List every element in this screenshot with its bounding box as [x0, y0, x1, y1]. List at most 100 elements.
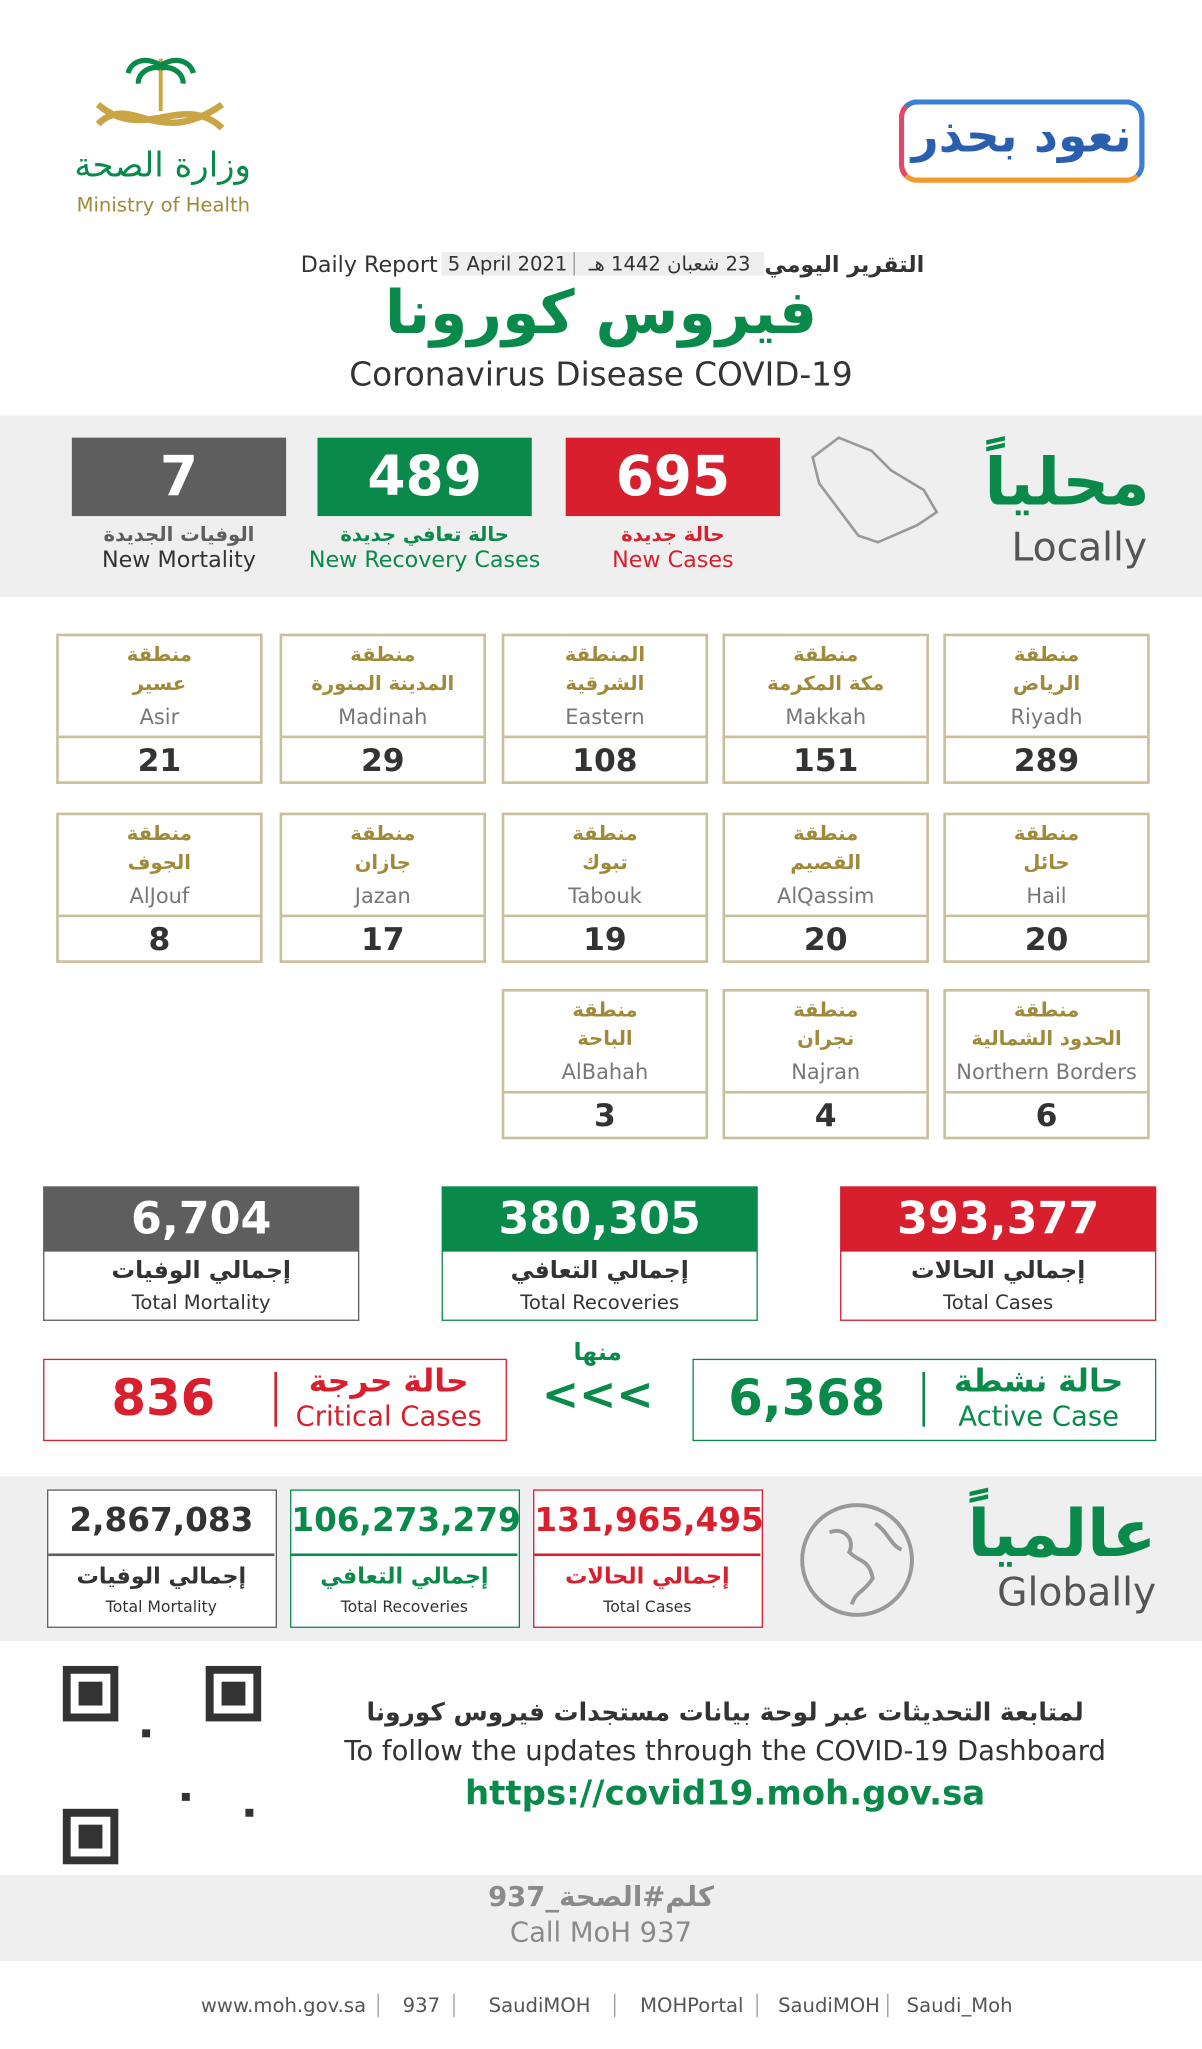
- region-prefix: منطقة: [350, 642, 416, 667]
- region-name-ar: مكة المكرمة: [767, 671, 885, 696]
- critical-value: 836: [111, 1369, 216, 1427]
- region-divider: [725, 914, 927, 918]
- global-label-ar: إجمالي الحالات: [565, 1563, 730, 1591]
- region-name-en: Tabouk: [568, 883, 642, 909]
- ministry-en: Ministry of Health: [76, 193, 251, 217]
- global-divider: [534, 1553, 761, 1556]
- region-name-ar: نجران: [797, 1026, 855, 1051]
- region-cell: منطقة عسير Asir 21: [56, 633, 263, 784]
- region-name-en: AlBahah: [561, 1059, 649, 1085]
- region-name-ar: عسير: [132, 671, 187, 696]
- region-name-ar: الشرقية: [565, 671, 645, 696]
- qr-module: [78, 1681, 103, 1706]
- critical-label-ar: حالة حرجة: [308, 1362, 469, 1400]
- region-name-en: AlJouf: [129, 883, 190, 909]
- local-stat-label-ar: حالة جديدة: [621, 522, 725, 547]
- arrows: <<<: [541, 1369, 654, 1422]
- region-divider: [504, 1090, 706, 1094]
- active-divider: [922, 1371, 925, 1427]
- ministry-ar: وزارة الصحة: [74, 146, 251, 186]
- local-stat-value: 695: [565, 437, 780, 517]
- region-name-en: Jazan: [354, 883, 411, 909]
- region-cell: المنطقة الشرقية Eastern 108: [501, 633, 709, 784]
- region-value: 20: [803, 921, 848, 958]
- region-prefix: منطقة: [350, 821, 416, 846]
- global-label-ar: إجمالي الوفيات: [76, 1563, 247, 1591]
- footer-link: 937: [389, 1993, 455, 2018]
- total-box: [441, 1250, 758, 1321]
- region-name-en: Madinah: [338, 704, 428, 730]
- region-divider: [945, 1090, 1148, 1094]
- active-label-en: Active Case: [958, 1400, 1120, 1432]
- call-ar: كلم#الصحة_937: [488, 1881, 714, 1913]
- region-value: 289: [1013, 742, 1080, 779]
- qr-module: [245, 1808, 254, 1817]
- region-divider: [58, 735, 260, 739]
- total-box: [43, 1250, 360, 1321]
- region-value: 19: [583, 921, 627, 958]
- region-prefix: منطقة: [1013, 642, 1080, 667]
- region-cell: منطقة تبوك Tabouk 19: [501, 812, 709, 963]
- region-cell: منطقة المدينة المنورة Madinah 29: [279, 633, 487, 784]
- footer-link: www.moh.gov.sa: [189, 1993, 379, 2018]
- region-cell: منطقة مكة المكرمة Makkah 151: [722, 633, 929, 784]
- qr-module: [142, 1729, 151, 1738]
- region-name-en: Riyadh: [1010, 704, 1083, 730]
- total-label-en: Total Mortality: [131, 1290, 271, 1315]
- call-band: [0, 1874, 1202, 1962]
- report-en: Daily Report: [300, 252, 438, 279]
- campaign: نعود بحذر: [911, 109, 1132, 164]
- region-name-en: Northern Borders: [956, 1059, 1137, 1085]
- qr-module: [221, 1681, 246, 1706]
- local-stat-value: 7: [71, 437, 287, 517]
- report-ar: التقرير اليومي: [764, 252, 925, 279]
- region-name-en: AlQassim: [777, 883, 875, 909]
- qr-module: [78, 1824, 103, 1849]
- region-prefix: منطقة: [793, 998, 859, 1022]
- total-value: 393,377: [840, 1186, 1157, 1252]
- moh-emblem: [95, 57, 225, 131]
- total-label-en: Total Cases: [943, 1290, 1054, 1315]
- region-cell: منطقة الباحة AlBahah 3: [501, 989, 709, 1140]
- region-divider: [725, 1090, 927, 1094]
- dashboard-text-en: To follow the updates through the COVID-…: [344, 1735, 1106, 1767]
- saudi-map: [811, 436, 939, 544]
- region-prefix: منطقة: [793, 821, 859, 846]
- region-value: 20: [1024, 921, 1069, 958]
- total-value: 6,704: [43, 1186, 360, 1252]
- region-value: 17: [360, 921, 405, 958]
- global-value: 131,965,495: [534, 1501, 764, 1540]
- region-prefix: منطقة: [1013, 821, 1080, 846]
- region-prefix: منطقة: [572, 998, 638, 1022]
- region-name-en: Najran: [791, 1059, 861, 1085]
- region-name-ar: الحدود الشمالية: [971, 1026, 1122, 1051]
- region-value: 108: [572, 742, 638, 779]
- region-name-en: Asir: [139, 704, 180, 730]
- region-value: 21: [137, 742, 182, 779]
- region-name-ar: جازان: [354, 850, 411, 875]
- region-name-ar: القصيم: [790, 850, 862, 875]
- region-value: 6: [1035, 1097, 1058, 1135]
- region-prefix: منطقة: [126, 821, 192, 846]
- global-heading-ar: عالمياً: [967, 1495, 1157, 1572]
- global-heading-en: Globally: [997, 1570, 1157, 1617]
- region-name-ar: تبوك: [582, 850, 628, 875]
- global-label-en: Total Mortality: [105, 1597, 217, 1617]
- region-divider: [945, 914, 1148, 918]
- global-label-en: Total Cases: [603, 1597, 692, 1617]
- region-name-ar: حائل: [1023, 850, 1070, 875]
- global-box: 106,273,279 إجمالي التعافي Total Recoverie…: [290, 1489, 521, 1628]
- region-value: 151: [792, 742, 859, 779]
- region-value: 4: [814, 1097, 837, 1135]
- dashboard-text-ar: لمتابعة التحديثات عبر لوحة بيانات مستجدا…: [366, 1698, 1084, 1728]
- total-label-ar: إجمالي الحالات: [911, 1256, 1086, 1285]
- footer-link: MOHPortal: [627, 1993, 758, 2018]
- region-prefix: منطقة: [572, 821, 638, 846]
- call-en: Call MoH 937: [509, 1916, 693, 1949]
- region-cell: منطقة الجوف AlJouf 8: [56, 812, 263, 963]
- region-prefix: منطقة: [793, 642, 859, 667]
- title-en: Coronavirus Disease COVID-19: [349, 355, 853, 394]
- region-value: 8: [148, 921, 171, 958]
- region-name-ar: المدينة المنورة: [311, 671, 455, 696]
- local-stat-label-ar: حالة تعافي جديدة: [340, 522, 509, 547]
